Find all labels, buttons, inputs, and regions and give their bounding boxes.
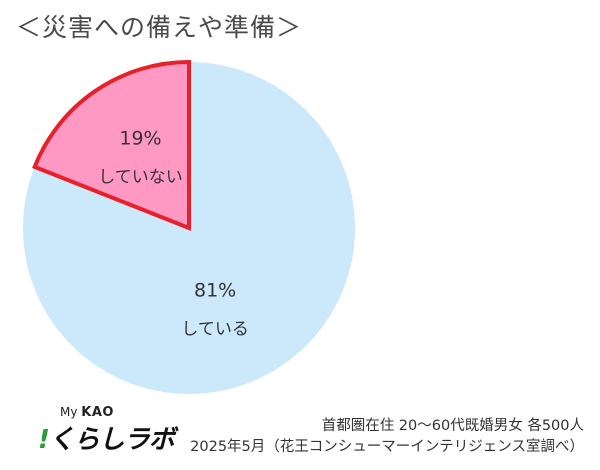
logo-my: My bbox=[60, 405, 78, 419]
survey-note-line2: 2025年5月（花王コンシューマーインテリジェンス室調べ） bbox=[190, 439, 584, 455]
logo-wordmark: !くらしラボ bbox=[38, 419, 175, 456]
survey-note-line1: 首都圏在住 20～60代既婚男女 各500人 bbox=[321, 418, 584, 434]
logo-bang: ! bbox=[38, 425, 50, 455]
slice-percent-label-0: 19% bbox=[119, 128, 161, 150]
kurashi-lab-logo: My KAO !くらしラボ bbox=[38, 405, 175, 461]
slice-percent-label-1: 81% bbox=[194, 279, 236, 301]
slice-category-label-0: していない bbox=[98, 168, 183, 188]
logo-main-text: くらしラボ bbox=[48, 425, 175, 455]
pie-chart: 19% していない 81% している bbox=[22, 59, 356, 394]
logo-kao: KAO bbox=[81, 405, 114, 420]
chart-title: ＜災害への備えや準備＞ bbox=[16, 13, 303, 42]
survey-note: 首都圏在住 20～60代既婚男女 各500人 2025年5月（花王コンシューマー… bbox=[190, 416, 584, 458]
pie-slice-0 bbox=[32, 59, 191, 231]
slice-category-label-1: している bbox=[181, 319, 249, 339]
logo-brand: My KAO bbox=[60, 405, 114, 420]
